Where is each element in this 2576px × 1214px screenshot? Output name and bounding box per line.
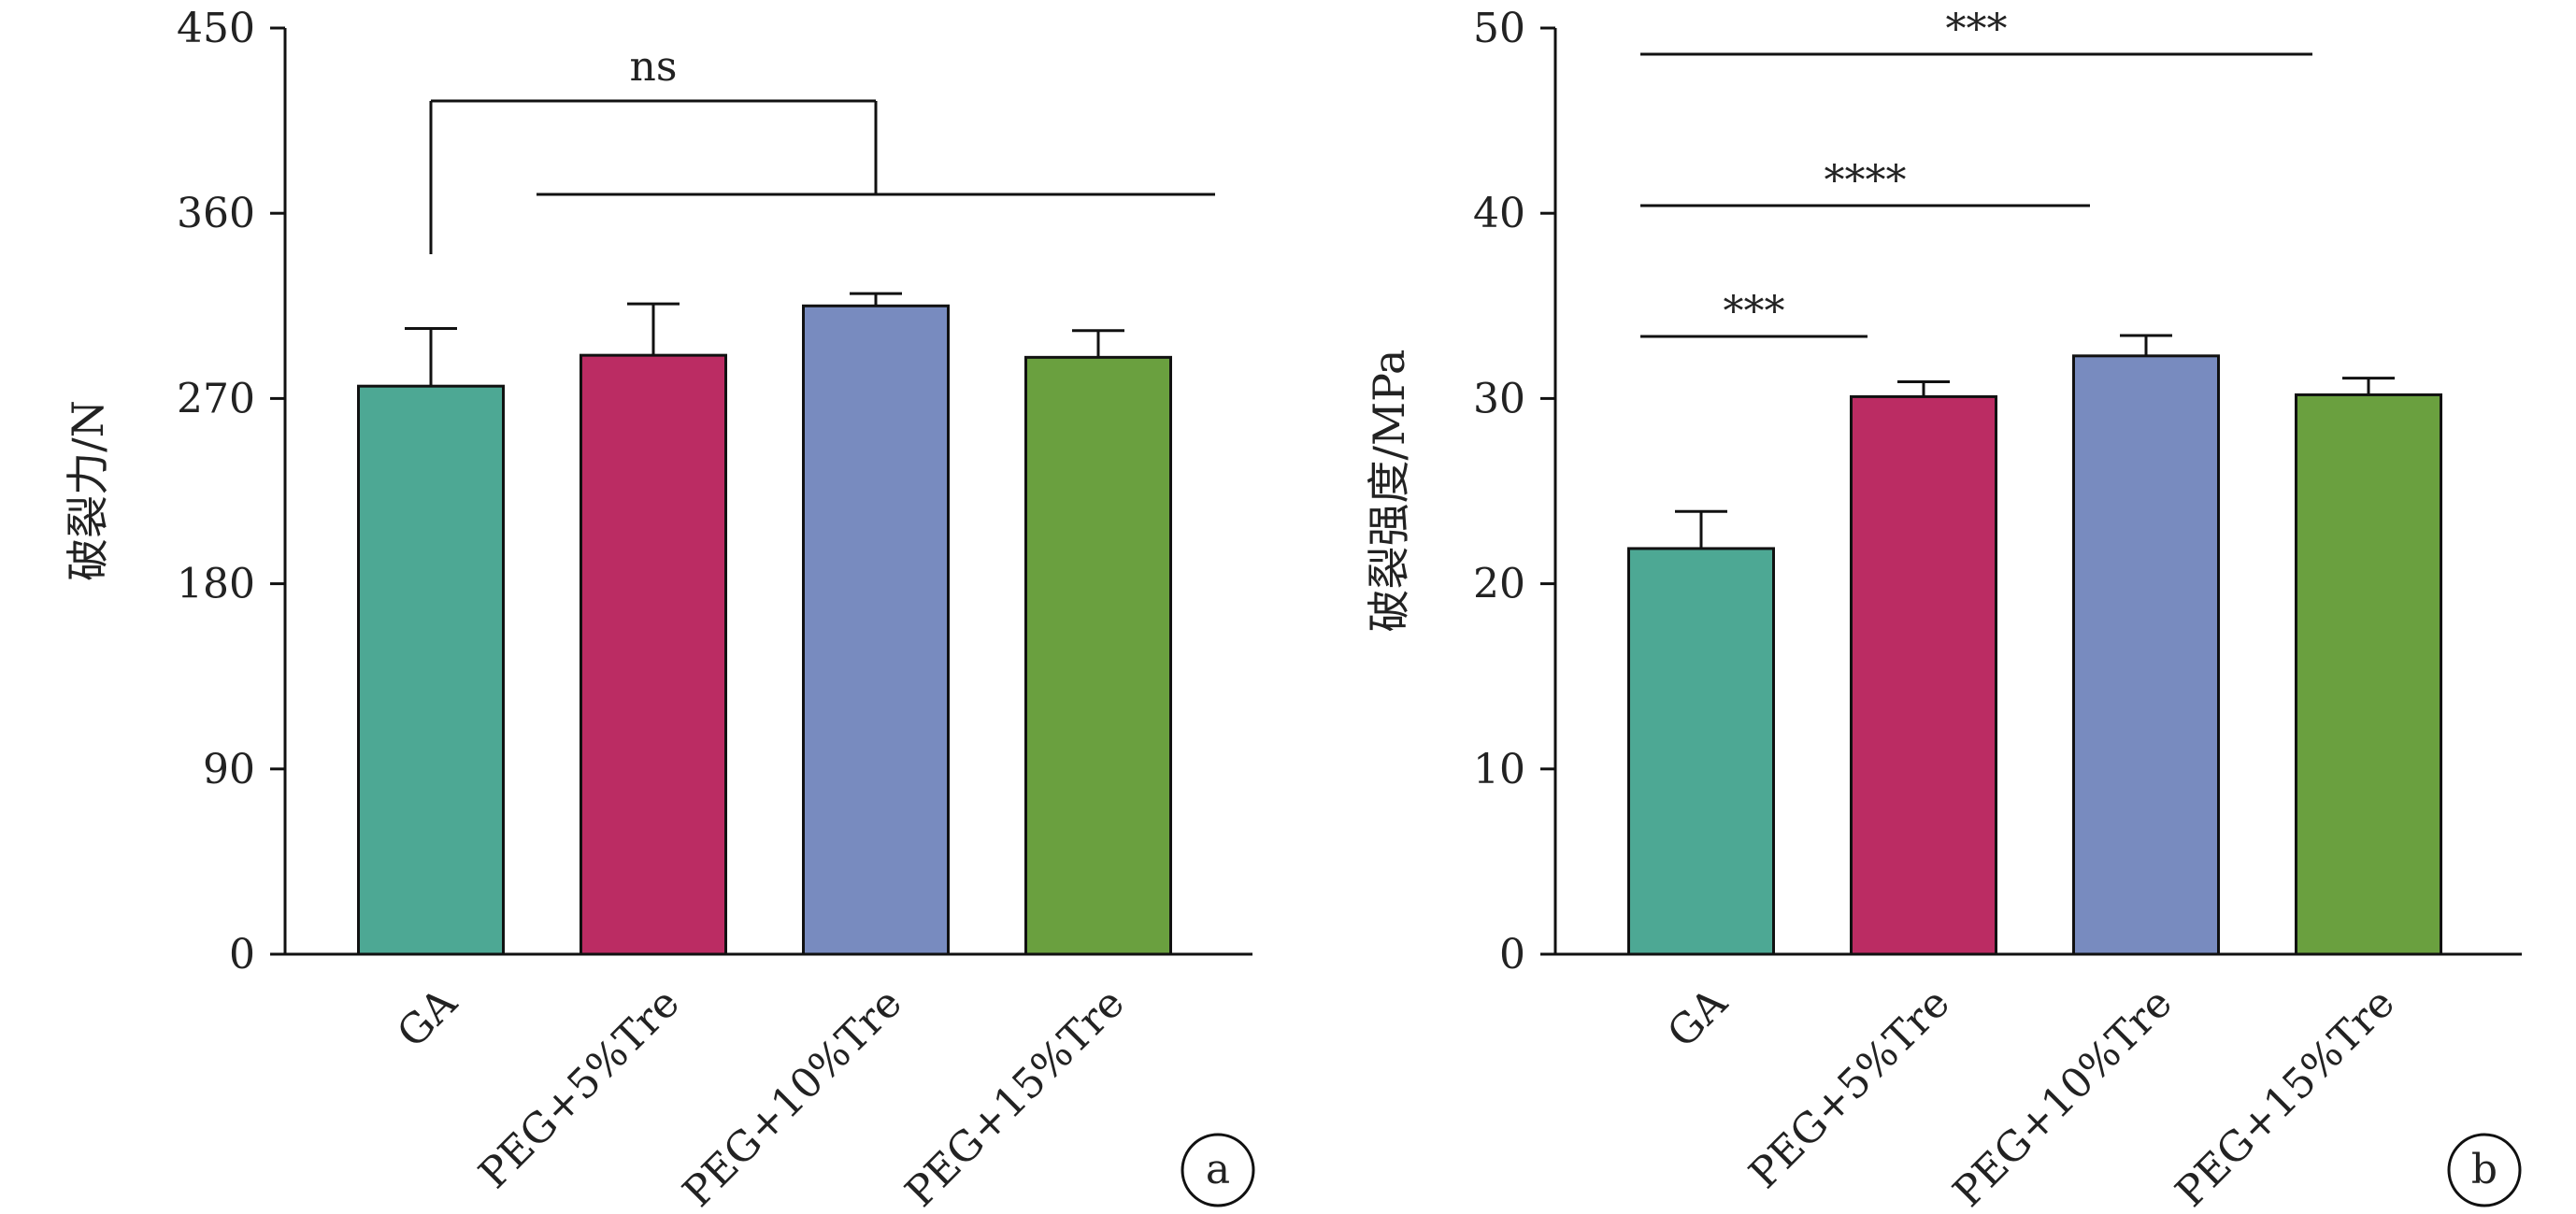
y-tick-label: 10 <box>1473 746 1525 793</box>
panel-b: 0 10 20 30 40 50 破裂强度/MPa GA PEG+5%TrePEG+10%Tre… <box>1364 5 2522 1214</box>
y-tick-label: 360 <box>177 190 255 237</box>
bar-peg-5-tre <box>1850 394 1997 956</box>
x-tick-label: PEG+10%Tre <box>1944 979 2182 1214</box>
y-tick-label: 90 <box>203 746 255 793</box>
panel-letter-circle <box>1181 1133 1255 1207</box>
y-axis-label: 破裂力/N <box>63 400 113 581</box>
sig-label: *** <box>1724 288 1785 336</box>
bar-peg-15-tre <box>2295 393 2442 956</box>
bar-peg-10-tre <box>802 304 950 956</box>
bar-peg-5-tre <box>580 353 727 956</box>
panel-letter: b <box>2471 1146 2497 1193</box>
panel-a: 0 90 180 270 360 450 破裂力/N GA PEG+5%TrePEG+10%Tr… <box>63 5 1255 1214</box>
x-tick-label: PEG+15%Tre <box>896 979 1134 1214</box>
y-tick-label: 30 <box>1473 375 1525 422</box>
x-tick-label: PEG+10%Tre <box>674 979 911 1214</box>
x-tick-label: PEG+5%Tre <box>1740 979 1959 1198</box>
y-tick-label: 40 <box>1473 190 1525 237</box>
y-tick-label: 180 <box>177 561 255 608</box>
x-tick-label: PEG+5%Tre <box>470 979 689 1198</box>
y-tick-label: 450 <box>177 5 255 52</box>
x-tick-label: GA <box>388 978 466 1057</box>
sig-label: *** <box>1946 6 2008 53</box>
panel-letter-circle <box>2447 1133 2522 1207</box>
bar-peg-10-tre <box>2072 354 2220 956</box>
y-axis-label: 破裂强度/MPa <box>1364 350 1414 633</box>
y-tick-label: 20 <box>1473 561 1525 608</box>
y-tick-label: 270 <box>177 375 255 422</box>
y-tick-label: 50 <box>1473 5 1525 52</box>
x-tick-label: GA <box>1658 978 1737 1057</box>
sig-label: **** <box>1825 157 1907 205</box>
x-tick-label: PEG+15%Tre <box>2167 979 2404 1214</box>
bar-ga <box>357 384 505 956</box>
sig-label: ns <box>630 43 678 91</box>
panel-letter: a <box>1206 1146 1230 1193</box>
bar-ga <box>1627 547 1775 956</box>
y-tick-label: 0 <box>229 931 255 978</box>
y-tick-label: 0 <box>1499 931 1525 978</box>
bar-peg-15-tre <box>1024 355 1172 956</box>
